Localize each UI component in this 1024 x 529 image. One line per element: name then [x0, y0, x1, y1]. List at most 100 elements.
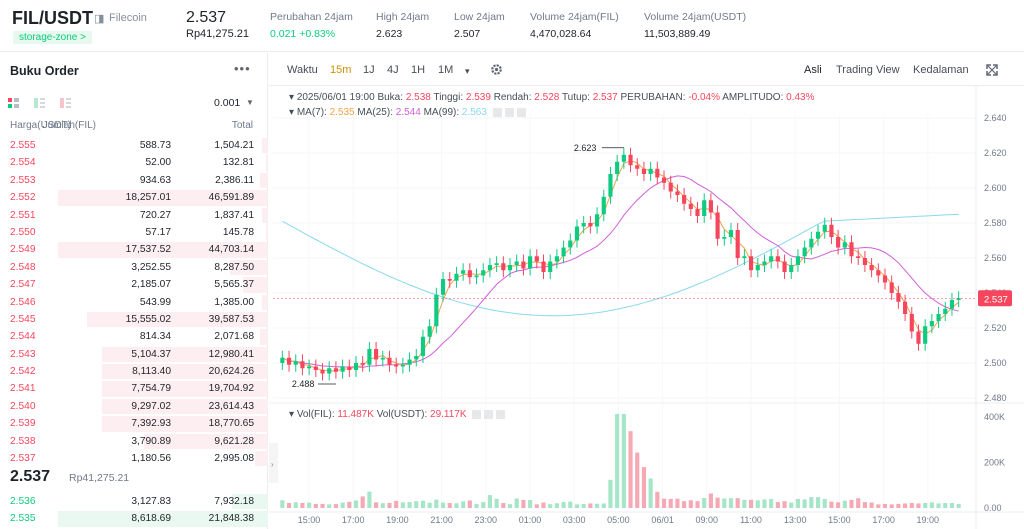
view-trading-view[interactable]: Trading View — [836, 64, 900, 76]
asks-view-icon[interactable] — [60, 98, 72, 109]
pair-title[interactable]: FIL/USDT — [12, 8, 93, 28]
gear-icon[interactable] — [490, 63, 503, 76]
ask-row[interactable]: 2.545 15,555.02 39,587.53 — [0, 311, 268, 328]
legend-caret[interactable]: ▾ — [289, 92, 295, 103]
view-depth[interactable]: Kedalaman — [913, 64, 969, 76]
volume-bar — [594, 503, 600, 508]
close-icon[interactable] — [516, 107, 526, 117]
ask-row[interactable]: 2.537 1,180.56 2,995.08 — [0, 450, 268, 467]
ask-row[interactable]: 2.539 7,392.93 18,770.65 — [0, 415, 268, 432]
settings-icon[interactable] — [504, 107, 514, 117]
candle-body — [501, 263, 506, 271]
candle-body — [956, 298, 961, 300]
ask-row[interactable]: 2.544 814.34 2,071.68 — [0, 328, 268, 345]
ask-total: 46,591.89 — [208, 192, 254, 204]
interval-1j[interactable]: 1J — [363, 64, 375, 76]
ask-row[interactable]: 2.540 9,297.02 23,614.43 — [0, 398, 268, 415]
ask-row[interactable]: 2.548 3,252.55 8,287.50 — [0, 259, 268, 276]
volume-bar — [702, 498, 707, 508]
candle-body — [949, 300, 955, 309]
volume-bar — [943, 503, 948, 508]
info-icon[interactable]: ◨ — [94, 13, 105, 25]
stat-high: High 24jam 2.623 — [376, 11, 429, 40]
stat-label: Perubahan 24jam — [270, 11, 353, 23]
bids-view-icon[interactable] — [34, 98, 46, 109]
eye-icon[interactable] — [492, 107, 502, 117]
candle-body — [661, 177, 667, 183]
candle-body — [923, 326, 928, 344]
ma-legend: ▾ MA(7): 2.535 MA(25): 2.544 MA(99): 2.5… — [289, 107, 526, 118]
zone-tag[interactable]: storage-zone > — [13, 31, 92, 44]
candle-body — [682, 195, 687, 204]
bid-row[interactable]: 2.535 8,618.69 21,848.38 — [0, 510, 268, 527]
candle-body — [648, 168, 653, 174]
ask-total: 145.78 — [222, 226, 254, 238]
ask-amount: 9,297.02 — [131, 400, 171, 412]
ask-total: 2,071.68 — [214, 331, 254, 343]
precision-select[interactable]: 0.001 — [214, 97, 241, 109]
time-tick-label: 15:00 — [828, 515, 851, 525]
ask-total: 5,565.37 — [214, 279, 254, 291]
volume-bar — [929, 502, 934, 508]
ask-row[interactable]: 2.550 57.17 145.78 — [0, 224, 268, 241]
candle-body — [353, 363, 359, 370]
volume-bar — [601, 503, 606, 508]
interval-15m[interactable]: 15m — [330, 64, 352, 76]
ask-price: 2.550 — [10, 226, 36, 238]
volume-bar — [849, 499, 854, 508]
ask-total: 39,587.53 — [208, 313, 254, 325]
ask-amount: 57.17 — [145, 226, 172, 238]
eye-icon[interactable] — [472, 409, 482, 419]
volume-bar — [829, 501, 834, 508]
legend-amp: 0.43% — [786, 92, 815, 103]
volume-bar — [862, 502, 867, 508]
legend-amp-label: AMPLITUDO: — [722, 92, 784, 103]
candle-body — [782, 261, 787, 272]
interval-1h[interactable]: 1H — [411, 64, 426, 76]
ask-row[interactable]: 2.549 17,537.52 44,703.14 — [0, 241, 268, 258]
ask-row[interactable]: 2.543 5,104.37 12,980.41 — [0, 346, 268, 363]
interval-1m[interactable]: 1M — [438, 64, 454, 76]
candle-body — [440, 279, 446, 295]
ask-row[interactable]: 2.553 934.63 2,386.11 — [0, 172, 268, 189]
ask-row[interactable]: 2.554 52.00 132.81 — [0, 154, 268, 171]
more-icon[interactable]: ••• — [234, 61, 251, 76]
ma-legend-caret[interactable]: ▾ — [289, 107, 295, 118]
ask-total: 44,703.14 — [208, 244, 254, 256]
ask-row[interactable]: 2.551 720.27 1,837.41 — [0, 207, 268, 224]
volume-bar — [554, 503, 559, 508]
ask-row[interactable]: 2.546 543.99 1,385.00 — [0, 294, 268, 311]
ask-row[interactable]: 2.547 2,185.07 5,565.37 — [0, 276, 268, 293]
pair-name[interactable]: Filecoin — [109, 12, 147, 24]
volume-bar — [427, 502, 432, 508]
bid-total: 7,932.18 — [214, 496, 254, 507]
order-book-view-toggle — [8, 97, 83, 109]
volume-bar — [842, 500, 847, 508]
vol-legend-caret[interactable]: ▾ — [289, 409, 295, 420]
ask-row[interactable]: 2.542 8,113.40 20,624.26 — [0, 363, 268, 380]
interval-4j[interactable]: 4J — [387, 64, 399, 76]
price-chart[interactable]: 2.6402.6202.6002.5802.5602.5402.5202.500… — [269, 53, 1024, 529]
ask-price: 2.551 — [10, 209, 36, 221]
candle-body — [427, 326, 432, 337]
ask-total: 2,995.08 — [214, 453, 254, 465]
candle-body — [849, 242, 854, 257]
bid-row[interactable]: 2.536 3,127.83 7,932.18 — [0, 493, 268, 510]
ask-row[interactable]: 2.555 588.73 1,504.21 — [0, 137, 268, 154]
ask-row[interactable]: 2.541 7,754.79 19,704.92 — [0, 380, 268, 397]
interval-more-chevron-icon[interactable]: ▾ — [465, 66, 470, 76]
ask-row[interactable]: 2.552 18,257.01 46,591.89 — [0, 189, 268, 206]
ask-depth-bar — [230, 259, 268, 276]
volume-bar — [474, 503, 479, 508]
close-icon[interactable] — [496, 409, 506, 419]
both-sides-view-icon[interactable] — [8, 98, 19, 109]
ma25-label: MA(25): — [357, 107, 393, 118]
candle-body — [869, 265, 874, 271]
ask-row[interactable]: 2.538 3,790.89 9,621.28 — [0, 433, 268, 450]
volume-bar — [909, 503, 914, 508]
chevron-down-icon[interactable]: ▼ — [246, 98, 254, 107]
expand-icon[interactable] — [986, 64, 998, 76]
settings-icon[interactable] — [484, 409, 494, 419]
volume-bar — [414, 501, 419, 508]
view-original[interactable]: Asli — [804, 64, 822, 76]
